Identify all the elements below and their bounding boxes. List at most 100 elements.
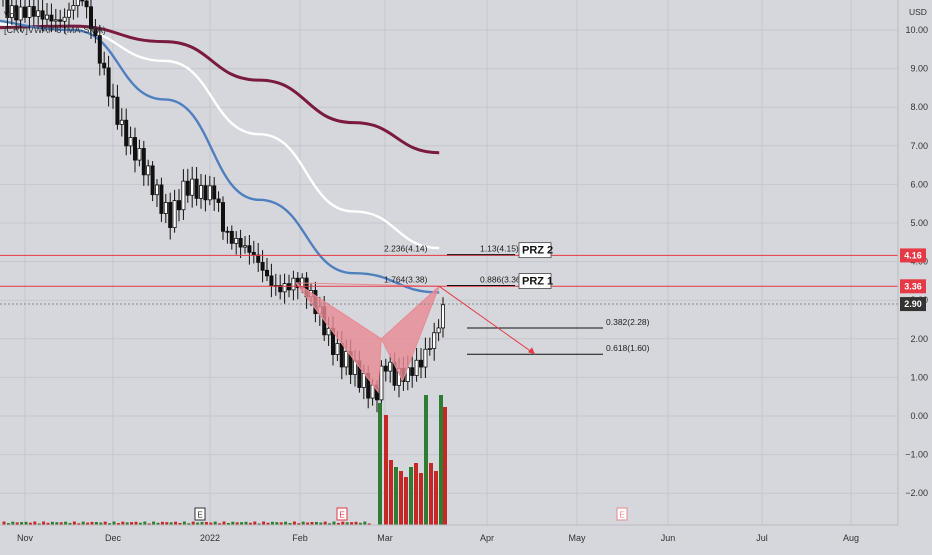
time-axis-tick: Jun [661, 533, 676, 543]
volume-bar [50, 521, 54, 525]
price-marker [900, 297, 926, 312]
volume-bar [174, 521, 178, 525]
volume-bar [46, 522, 50, 525]
volume-bar [358, 522, 362, 525]
candle [432, 332, 437, 349]
volume-bar [429, 463, 433, 525]
volume-bar [143, 521, 147, 525]
volume-bar [367, 523, 371, 525]
volume-bar [248, 522, 252, 525]
earnings-marker-label: E [197, 511, 202, 520]
volume-bar [152, 521, 156, 525]
volume-bar [314, 521, 318, 525]
volume-bar [116, 523, 120, 525]
candle [212, 185, 217, 200]
prz-label: PRZ 1 [522, 276, 553, 288]
time-axis-bg [0, 525, 898, 550]
candle [181, 180, 186, 211]
candle [14, 5, 19, 21]
price-axis-tick: 1.00 [910, 372, 928, 382]
price-axis-tick: 6.00 [910, 179, 928, 189]
volume-bar [28, 522, 32, 525]
time-axis-tick: May [568, 533, 586, 543]
candle [203, 185, 208, 201]
volume-bar [165, 522, 169, 525]
time-axis-tick: Jul [756, 533, 768, 543]
price-axis-tick: 0.00 [910, 411, 928, 421]
candle [379, 365, 384, 401]
fib-level-label: 1.764(3.38) [384, 275, 428, 285]
candle [251, 251, 256, 256]
volume-bar [209, 522, 213, 525]
candle [22, 6, 27, 18]
candle [436, 327, 441, 334]
price-marker [900, 248, 926, 263]
candle [370, 384, 375, 399]
candle [234, 238, 239, 244]
fib-level-label: 0.618(1.60) [606, 343, 650, 353]
fib-level-label: 1.13(4.15) [480, 244, 519, 254]
candle [124, 119, 129, 147]
earnings-marker-label: E [619, 511, 624, 520]
volume-bar [244, 521, 248, 525]
candle [198, 185, 203, 199]
volume-bar [378, 403, 382, 525]
volume-bar [11, 521, 15, 525]
volume-bar [187, 523, 191, 525]
moving-average-line [0, 19, 440, 294]
volume-bar [169, 522, 173, 525]
volume-bar [130, 522, 134, 525]
volume-label: Vol [4, 10, 17, 20]
volume-bar [275, 522, 279, 525]
volume-bar [270, 521, 274, 525]
time-axis-tick: Dec [105, 533, 122, 543]
volume-bar [68, 522, 72, 525]
candle [132, 137, 137, 161]
candle [163, 202, 168, 214]
candle [58, 19, 63, 22]
price-axis-tick: −2.00 [905, 488, 928, 498]
candle [31, 6, 36, 17]
candle [159, 184, 164, 214]
volume-bar [77, 523, 81, 525]
time-axis-tick: Aug [843, 533, 859, 543]
time-axis-tick: Mar [377, 533, 393, 543]
volume-bar [94, 521, 98, 525]
candle [229, 230, 234, 244]
volume-bar [345, 522, 349, 525]
volume-bar [156, 522, 160, 525]
volume-bar [288, 523, 292, 525]
volume-bar [138, 522, 142, 525]
harmonic-pattern-xd [295, 282, 440, 287]
volume-bar [125, 522, 129, 525]
projection-arrow [438, 285, 536, 355]
volume-bar [292, 521, 296, 525]
volume-bar [389, 460, 393, 525]
time-axis-tick: Apr [480, 533, 494, 543]
candle [36, 10, 41, 17]
volume-bar [99, 522, 103, 525]
harmonic-pattern-xab [295, 282, 382, 394]
fib-level-label: 2.236(4.14) [384, 244, 428, 254]
price-marker [900, 279, 926, 294]
volume-bar [103, 521, 107, 525]
candle [106, 67, 111, 97]
volume-bar [354, 521, 358, 525]
candle [335, 343, 340, 355]
candle [278, 285, 283, 293]
price-axis-tick: 10.00 [905, 25, 928, 35]
volume-bar [301, 521, 305, 525]
price-axis-tick: 8.00 [910, 102, 928, 112]
candle [339, 343, 344, 368]
fib-level-label: 0.382(2.28) [606, 317, 650, 327]
volume-bar [363, 521, 367, 525]
volume-bar [37, 523, 41, 525]
price-marker-label: 2.90 [904, 299, 922, 309]
candle [150, 165, 155, 196]
volume-bar [134, 521, 138, 525]
candle [128, 137, 133, 147]
volume-bar [262, 521, 266, 525]
